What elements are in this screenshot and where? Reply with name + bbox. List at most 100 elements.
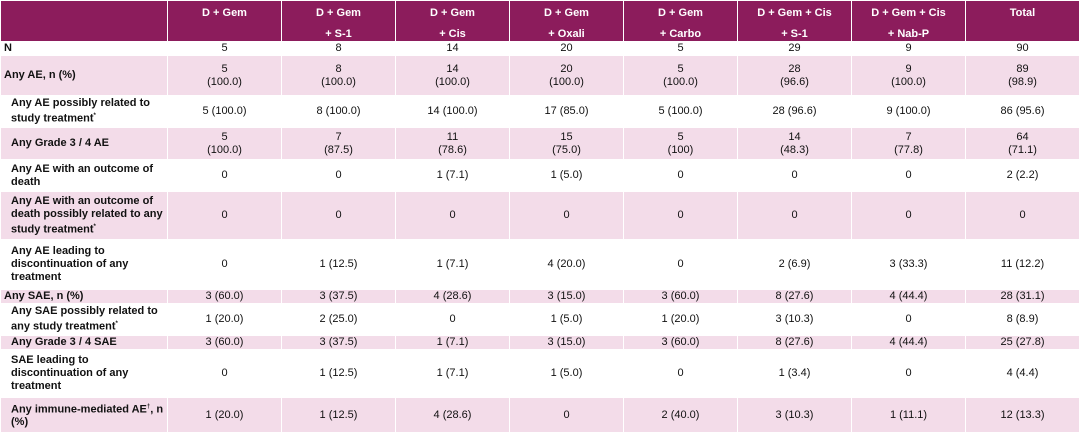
- data-cell: 9 (100.0): [851, 55, 966, 96]
- data-cell: 0: [167, 349, 282, 398]
- data-cell: 1 (7.1): [395, 349, 510, 398]
- data-cell: 1 (5.0): [509, 303, 624, 336]
- table-row: Any SAE possibly related to any study tr…: [0, 303, 1080, 336]
- label-text: Any Grade 3 / 4 SAE: [11, 336, 117, 348]
- table-row: SAE leading to discontinuation of any tr…: [0, 349, 1080, 398]
- row-label: Any AE with an outcome of death: [0, 159, 168, 192]
- data-cell: 20 (100.0): [509, 55, 624, 96]
- header-line: D + Gem + Cis: [871, 7, 946, 19]
- data-cell: 1 (20.0): [167, 397, 282, 433]
- footnote-mark: †: [146, 403, 151, 410]
- cell-line: (100.0): [207, 143, 242, 156]
- data-cell: 29: [737, 41, 852, 56]
- cell-line: (100.0): [321, 75, 356, 88]
- table-row: Any Grade 3 / 4 AE 5 (100.0) 7 (87.5) 11 (78.6…: [0, 127, 1080, 160]
- data-cell: 0: [623, 349, 738, 398]
- header-cell: D + Gem + Carbo: [623, 0, 738, 42]
- table-row: Any AE possibly related to study treatme…: [0, 95, 1080, 128]
- cell-line: 20: [560, 62, 573, 75]
- cell-line: (100.0): [891, 75, 926, 88]
- cell-line: 89: [1016, 62, 1029, 75]
- data-cell: 20: [509, 41, 624, 56]
- data-cell: 3 (37.5): [281, 335, 396, 350]
- header-line: D + Gem: [316, 7, 361, 19]
- row-label: Any AE possibly related to study treatme…: [0, 95, 168, 128]
- label-text: , n (%): [11, 403, 164, 429]
- label-text: Any AE, n (%): [4, 69, 76, 81]
- header-cell: D + Gem: [167, 0, 282, 42]
- data-cell: 3 (10.3): [737, 303, 852, 336]
- data-cell: 0: [395, 191, 510, 240]
- footnote-mark: *: [93, 223, 96, 230]
- data-cell: 0: [851, 159, 966, 192]
- table-row: Any AE, n (%) 5 (100.0) 8 (100.0) 14 (100.0) 20…: [0, 55, 1080, 96]
- data-cell: 0: [395, 303, 510, 336]
- data-cell: 4 (28.6): [395, 289, 510, 304]
- data-cell: 28 (31.1): [965, 289, 1080, 304]
- data-cell: 0: [623, 239, 738, 290]
- header-line: D + Gem: [658, 7, 703, 19]
- cell-line: (100.0): [549, 75, 584, 88]
- table-row: N 5 8 14 20 5 29 9 90: [0, 41, 1080, 56]
- label-text: Any AE possibly related to study treatme…: [11, 97, 150, 125]
- header-line: D + Gem: [202, 7, 247, 19]
- cell-line: (48.3): [780, 143, 809, 156]
- data-cell: 1 (5.0): [509, 349, 624, 398]
- data-cell: 0: [851, 349, 966, 398]
- table-row: Any SAE, n (%) 3 (60.0) 3 (37.5) 4 (28.6) 3 …: [0, 289, 1080, 304]
- header-line: D + Gem + Cis: [757, 7, 832, 19]
- label-text: Any AE with an outcome of death: [11, 162, 153, 188]
- data-cell: 1 (20.0): [167, 303, 282, 336]
- data-cell: 0: [623, 191, 738, 240]
- data-cell: 8 (27.6): [737, 335, 852, 350]
- cell-line: (75.0): [552, 143, 581, 156]
- cell-line: 14: [788, 130, 801, 143]
- data-cell: 4 (44.4): [851, 335, 966, 350]
- data-cell: 9 (100.0): [851, 95, 966, 128]
- row-label: Any AE, n (%): [0, 55, 168, 96]
- data-cell: 5 (100.0): [623, 95, 738, 128]
- header-line: + Cis: [439, 28, 466, 40]
- data-cell: 8 (27.6): [737, 289, 852, 304]
- data-cell: 8: [281, 41, 396, 56]
- header-cell: D + Gem + Cis + S-1: [737, 0, 852, 42]
- cell-line: 8: [335, 62, 342, 75]
- data-cell: 0: [509, 397, 624, 433]
- data-cell: 14: [395, 41, 510, 56]
- header-line: Total: [1009, 7, 1036, 19]
- header-cell: D + Gem + Cis: [395, 0, 510, 42]
- label-text: N: [4, 42, 12, 54]
- data-cell: 1 (5.0): [509, 159, 624, 192]
- row-label: Any SAE possibly related to any study tr…: [0, 303, 168, 336]
- row-label: Any SAE, n (%): [0, 289, 168, 304]
- data-cell: 0: [737, 159, 852, 192]
- data-cell: 14 (48.3): [737, 127, 852, 160]
- cell-line: (87.5): [324, 143, 353, 156]
- data-cell: 28 (96.6): [737, 55, 852, 96]
- cell-line: 9: [905, 62, 912, 75]
- label-text: Any Grade 3 / 4 AE: [11, 137, 110, 149]
- data-cell: 14 (100.0): [395, 95, 510, 128]
- cell-line: 14: [446, 62, 459, 75]
- row-label: Any AE with an outcome of death possibly…: [0, 191, 168, 240]
- data-cell: 8 (8.9): [965, 303, 1080, 336]
- row-label: Any Grade 3 / 4 SAE: [0, 335, 168, 350]
- data-cell: 11 (12.2): [965, 239, 1080, 290]
- data-cell: 3 (60.0): [167, 289, 282, 304]
- cell-line: 64: [1016, 130, 1029, 143]
- data-cell: 3 (15.0): [509, 335, 624, 350]
- data-cell: 7 (87.5): [281, 127, 396, 160]
- data-cell: 1 (12.5): [281, 349, 396, 398]
- data-cell: 11 (78.6): [395, 127, 510, 160]
- data-cell: 14 (100.0): [395, 55, 510, 96]
- data-cell: 2 (25.0): [281, 303, 396, 336]
- header-line: D + Gem: [544, 7, 589, 19]
- header-cell: D + Gem + Cis + Nab-P: [851, 0, 966, 42]
- data-cell: 0: [281, 159, 396, 192]
- cell-line: 7: [335, 130, 342, 143]
- header-line: + Carbo: [659, 28, 702, 40]
- table-row: Any AE with an outcome of death 0 0 1 (7.1)…: [0, 159, 1080, 192]
- cell-line: 5: [677, 62, 684, 75]
